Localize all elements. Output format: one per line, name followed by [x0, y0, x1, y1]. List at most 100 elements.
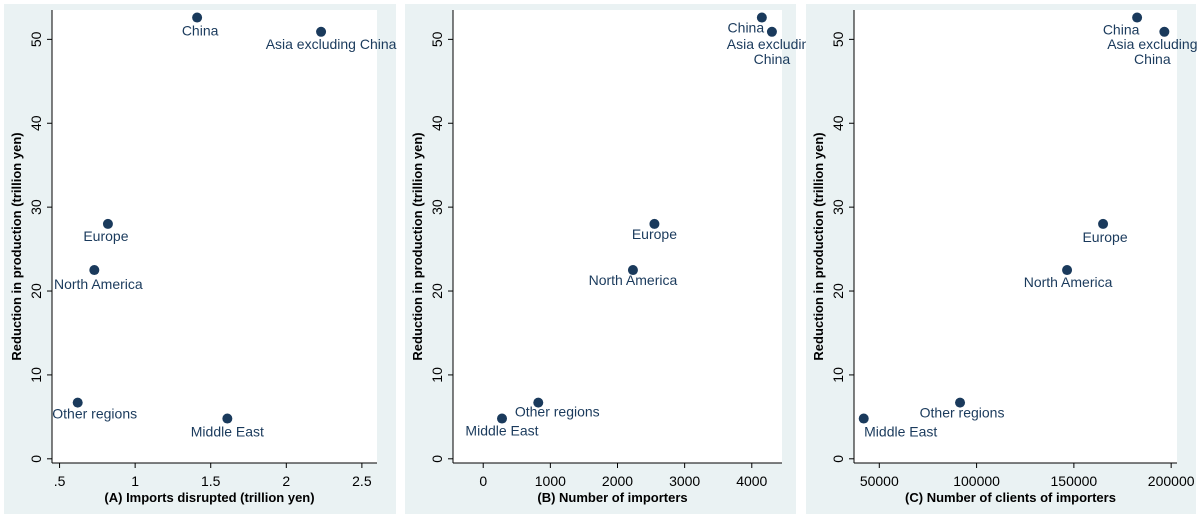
- y-tick-label: 50: [28, 31, 44, 47]
- data-point-label: Other regions: [920, 405, 1005, 421]
- data-point-label: North America: [1024, 274, 1113, 290]
- x-tick-label: 2: [282, 473, 290, 489]
- data-point-label-line: Europe: [1082, 229, 1127, 245]
- data-point-label-line: Europe: [632, 226, 677, 242]
- y-tick-label: 30: [429, 199, 445, 215]
- y-tick-label: 50: [830, 31, 846, 47]
- x-tick-label: 100000: [953, 473, 1000, 489]
- data-point: [1132, 12, 1143, 23]
- data-point-label-line: Asia excluding China: [266, 36, 397, 52]
- y-tick-label: 40: [830, 115, 846, 131]
- plot-area: [854, 10, 1177, 463]
- panel-1: 0 10 20 30 40 50 .5 1 1.5 2 2.5 (A) Imports disrupt…: [4, 4, 397, 514]
- data-point-label: Europe: [1082, 229, 1127, 245]
- y-tick-label: 30: [830, 199, 846, 215]
- data-point-label-line: Other regions: [52, 406, 137, 422]
- y-tick-label: 30: [28, 199, 44, 215]
- data-point: [756, 12, 767, 23]
- y-tick-label: 10: [429, 367, 445, 383]
- panel-3: 0 10 20 30 40 50 50000 100000 150000 200000 (C) Nu…: [806, 4, 1197, 514]
- data-point-label: Middle East: [864, 424, 937, 440]
- panel-2: 0 10 20 30 40 50 0 1000 2000 3000 4000 (B) Number o…: [405, 4, 817, 514]
- data-point: [1098, 218, 1109, 229]
- data-point-label: Middle East: [191, 424, 264, 440]
- x-tick-label: 1: [131, 473, 139, 489]
- data-point-label: China: [728, 20, 765, 36]
- data-point-label: China: [1103, 22, 1140, 38]
- x-tick-label: .5: [54, 473, 66, 489]
- y-axis-title: Reduction in production (trillion yen): [410, 132, 425, 360]
- data-point-label-line: Europe: [83, 228, 128, 244]
- data-point-label-line: Middle East: [465, 423, 538, 439]
- x-tick-label: 1.5: [201, 473, 221, 489]
- data-point-label-line: North America: [589, 272, 678, 288]
- y-tick-label: 20: [830, 283, 846, 299]
- data-point: [1159, 26, 1170, 37]
- data-point: [497, 413, 508, 424]
- y-tick-label: 10: [28, 367, 44, 383]
- x-tick-label: 0: [479, 473, 487, 489]
- x-axis-title: (A) Imports disrupted (trillion yen): [104, 490, 314, 505]
- data-point: [649, 218, 660, 229]
- data-point-label: North America: [589, 272, 678, 288]
- data-point-label: China: [182, 23, 219, 39]
- data-point-label-line: China: [182, 23, 219, 39]
- data-point-label-line: Other regions: [920, 405, 1005, 421]
- data-point: [316, 26, 327, 37]
- data-point: [627, 265, 638, 276]
- x-tick-label: 2000: [602, 473, 633, 489]
- data-point: [192, 12, 203, 23]
- x-tick-label: 150000: [1051, 473, 1098, 489]
- data-point-label-line: North America: [54, 276, 143, 292]
- y-axis-title: Reduction in production (trillion yen): [811, 132, 826, 360]
- plot-area: [52, 10, 377, 463]
- data-point-label-line: China: [754, 51, 791, 67]
- data-point-label: Middle East: [465, 423, 538, 439]
- data-point-label: North America: [54, 276, 143, 292]
- data-point: [72, 397, 83, 408]
- data-point: [89, 265, 100, 276]
- data-point-label-line: Middle East: [864, 424, 937, 440]
- x-tick-label: 3000: [669, 473, 700, 489]
- y-tick-label: 40: [28, 115, 44, 131]
- data-point-label: Asia excluding China: [1107, 36, 1197, 67]
- data-point-label-line: North America: [1024, 274, 1113, 290]
- data-point: [858, 413, 869, 424]
- data-point-label: Other regions: [515, 404, 600, 420]
- data-point-label: Europe: [83, 228, 128, 244]
- y-axis-title: Reduction in production (trillion yen): [9, 132, 24, 360]
- y-tick-label: 0: [429, 455, 445, 463]
- data-point: [1062, 265, 1073, 276]
- x-tick-label: 2.5: [352, 473, 372, 489]
- x-tick-label: 50000: [860, 473, 899, 489]
- x-tick-label: 200000: [1148, 473, 1195, 489]
- y-tick-label: 20: [429, 283, 445, 299]
- y-tick-label: 10: [830, 367, 846, 383]
- data-point: [766, 26, 777, 37]
- data-point: [955, 397, 966, 408]
- x-axis-title: (C) Number of clients of importers: [905, 490, 1116, 505]
- data-point: [533, 397, 544, 408]
- data-point-label: Other regions: [52, 406, 137, 422]
- y-tick-label: 50: [429, 31, 445, 47]
- data-point-label-line: China: [1134, 51, 1171, 67]
- data-point-label-line: China: [728, 20, 765, 36]
- data-point: [102, 218, 113, 229]
- data-point-label: Asia excluding China: [727, 36, 817, 67]
- data-point-label-line: Asia excluding: [1107, 36, 1197, 52]
- y-tick-label: 20: [28, 283, 44, 299]
- data-point-label-line: Middle East: [191, 424, 264, 440]
- data-point-label: Europe: [632, 226, 677, 242]
- data-point: [222, 413, 233, 424]
- y-tick-label: 0: [28, 455, 44, 463]
- y-tick-label: 40: [429, 115, 445, 131]
- data-point-label-line: Asia excluding: [727, 36, 817, 52]
- data-point-label-line: China: [1103, 22, 1140, 38]
- data-point-label: Asia excluding China: [266, 36, 397, 52]
- plot-area: [453, 10, 782, 463]
- y-tick-label: 0: [830, 455, 846, 463]
- data-point-label-line: Other regions: [515, 404, 600, 420]
- x-tick-label: 4000: [736, 473, 767, 489]
- x-tick-label: 1000: [535, 473, 566, 489]
